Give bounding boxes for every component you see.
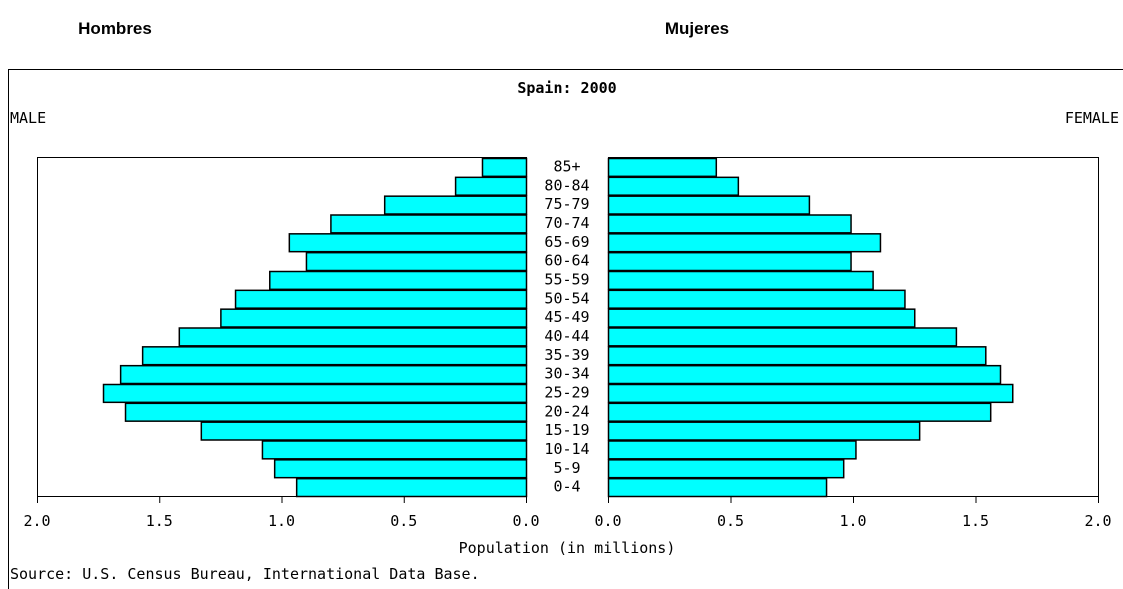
bar [607,440,857,460]
bar [220,308,528,328]
bar [607,195,811,215]
bar [607,459,845,479]
bar [383,195,528,215]
bar [305,251,528,272]
age-label: 25-29 [544,383,589,401]
legend-label: MALE [10,109,46,127]
age-label: 50-54 [544,289,589,307]
x-tick-label: 0.0 [512,512,539,530]
bar [234,289,528,309]
bar [102,383,528,404]
bar [269,270,528,291]
bar [124,402,528,422]
age-label: 30-34 [544,365,589,383]
x-tick-label: 2.0 [1084,512,1111,530]
bar [119,364,528,385]
bar [607,176,740,196]
bar [607,233,882,253]
age-label: 35-39 [544,346,589,364]
age-label: 65-69 [544,233,589,251]
bar [607,157,718,178]
age-label: 5-9 [553,459,580,477]
bar [481,157,528,178]
bar [607,421,921,441]
x-axis-label: Population (in millions) [459,539,676,557]
bar [141,346,528,366]
age-label: 85+ [553,157,580,175]
bar [607,251,852,272]
age-label: 55-59 [544,270,589,288]
age-label: 15-19 [544,421,589,439]
bar [295,477,528,498]
bar [178,327,528,347]
bar [288,233,528,253]
bar [200,421,528,441]
x-tick-label: 1.0 [268,512,295,530]
x-tick-label: 1.0 [839,512,866,530]
age-label: 80-84 [544,176,589,194]
bar [607,214,852,234]
age-label: 0-4 [553,478,580,496]
bar [607,308,916,328]
age-label: 75-79 [544,195,589,213]
bar [607,270,874,291]
age-label: 10-14 [544,440,589,458]
x-tick-label: 2.0 [23,512,50,530]
bar [607,364,1002,385]
x-tick-label: 0.0 [594,512,621,530]
legend-label: FEMALE [1065,109,1119,127]
bar [607,402,992,422]
header-right: Mujeres [665,19,729,38]
header-left: Hombres [78,19,152,38]
age-label: 60-64 [544,252,589,270]
age-label: 45-49 [544,308,589,326]
bar [330,214,528,234]
bar [607,383,1014,404]
bar [454,176,528,196]
x-tick-label: 1.5 [146,512,173,530]
bar [273,459,528,479]
age-label: 70-74 [544,214,589,232]
x-tick-label: 1.5 [962,512,989,530]
x-tick-label: 0.5 [717,512,744,530]
bar [607,477,828,498]
source: Source: U.S. Census Bureau, Internationa… [10,565,480,583]
chart-title: Spain: 2000 [517,79,616,97]
x-tick-label: 0.5 [390,512,417,530]
bar [261,440,528,460]
bar [607,289,906,309]
age-label: 20-24 [544,402,589,420]
bar [607,346,987,366]
frame [8,69,1123,589]
age-label: 40-44 [544,327,589,345]
bar [607,327,958,347]
